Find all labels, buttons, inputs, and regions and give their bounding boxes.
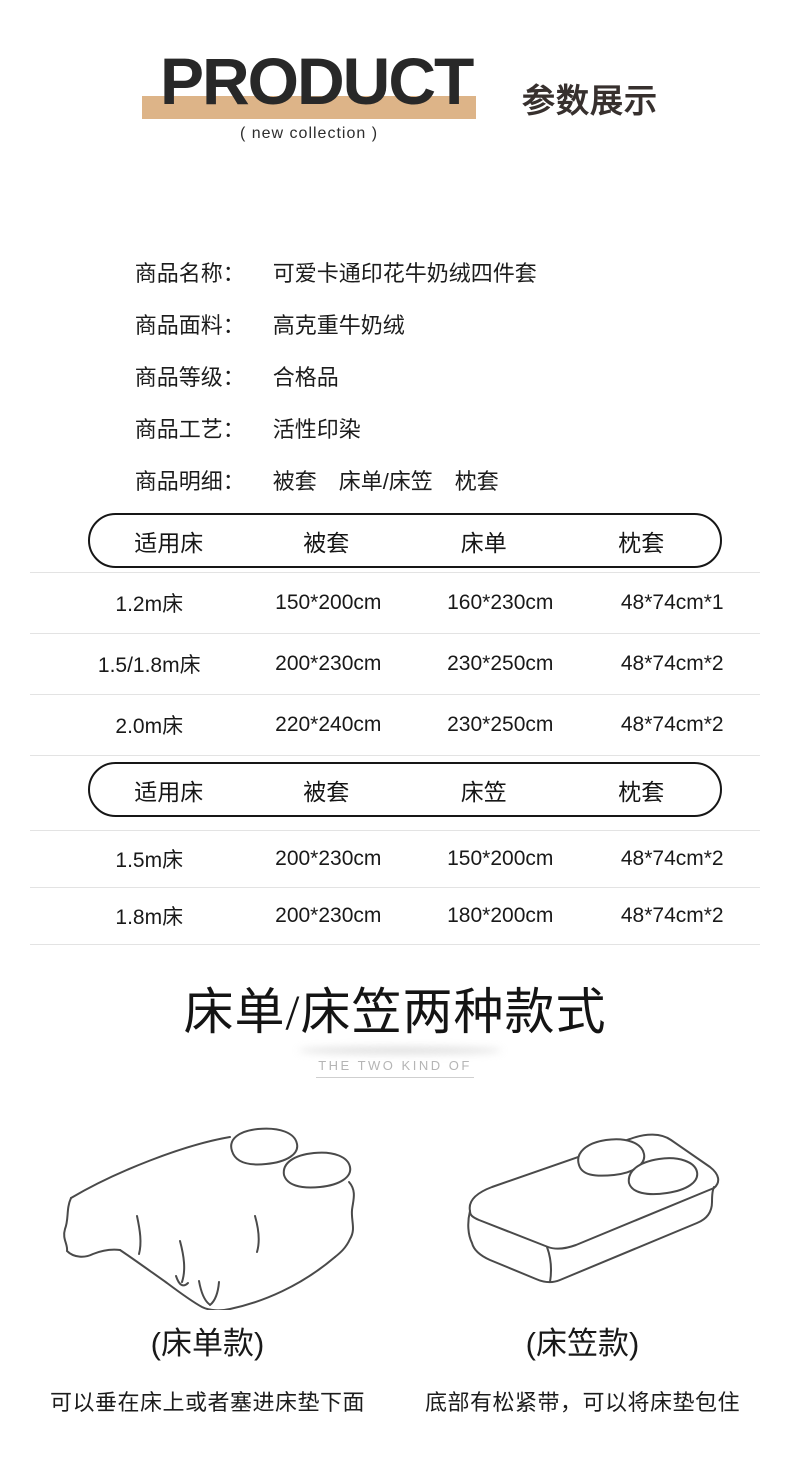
- header-cell: 被套: [303, 529, 350, 556]
- section-title: 床单/床笠两种款式: [183, 984, 607, 1040]
- table-row: 1.5m床 200*230cm 150*200cm 48*74cm*2: [30, 831, 760, 888]
- table-row: 1.5/1.8m床 200*230cm 230*250cm 48*74cm*2: [30, 634, 760, 695]
- table-cell: 160*230cm: [447, 591, 554, 614]
- table-cell: 150*200cm: [447, 847, 554, 870]
- header-cell: 床单: [460, 529, 507, 556]
- params-badge: 参数展示: [522, 82, 658, 119]
- table-row: 1.2m床 150*200cm 160*230cm 48*74cm*1: [30, 573, 760, 634]
- table-cell: 1.8m床: [115, 906, 184, 929]
- header-cell: 适用床: [134, 529, 204, 556]
- table-cell: 1.5/1.8m床: [97, 654, 201, 677]
- table-row: 2.0m床 220*240cm 230*250cm 48*74cm*2: [30, 695, 760, 756]
- table-cell: 150*200cm: [275, 591, 382, 614]
- table-cell: 200*230cm: [275, 904, 382, 927]
- spec-value: 被套 床单/床笠 枕套: [272, 469, 499, 494]
- spec-value: 可爱卡通印花牛奶绒四件套: [272, 261, 537, 286]
- spec-value: 高克重牛奶绒: [272, 313, 405, 338]
- size-table-1-body: 1.2m床 150*200cm 160*230cm 48*74cm*1 1.5/…: [30, 572, 760, 756]
- spec-row-grade: 商品等级： 合格品: [98, 300, 537, 390]
- style-caption: (床笠款): [525, 1326, 640, 1361]
- table-cell: 1.2m床: [115, 593, 184, 616]
- spec-label: 商品名称：: [134, 261, 245, 286]
- page-title: PRODUCT: [160, 44, 474, 118]
- header-subtitle: ( new collection ): [239, 125, 379, 142]
- table-cell: 2.0m床: [115, 715, 184, 738]
- spec-row-craft: 商品工艺： 活性印染: [98, 352, 537, 442]
- header-cell: 枕套: [618, 778, 665, 805]
- table-cell: 220*240cm: [275, 713, 382, 736]
- style-caption: (床单款): [150, 1326, 265, 1361]
- header-cell: 被套: [303, 778, 350, 805]
- size-table-2-header: 适用床 被套 床笠 枕套: [88, 762, 722, 817]
- size-table-1-header: 适用床 被套 床单 枕套: [88, 513, 722, 568]
- table-cell: 200*230cm: [275, 652, 382, 675]
- fitted-sheet-bed-illustration: [466, 1133, 719, 1284]
- style-description: 底部有松紧带，可以将床垫包住: [424, 1390, 740, 1415]
- spec-value: 合格品: [272, 365, 339, 390]
- table-cell: 230*250cm: [447, 713, 554, 736]
- spec-row-name: 商品名称： 可爱卡通印花牛奶绒四件套: [98, 196, 537, 286]
- bed-styles-row: (床单款) 可以垂在床上或者塞进床垫下面 (床笠款) 底部有松紧带，可以将床垫包…: [30, 1088, 760, 1417]
- style-description: 可以垂在床上或者塞进床垫下面: [49, 1390, 365, 1415]
- product-spec-list: 商品名称： 可爱卡通印花牛奶绒四件套 商品面料： 高克重牛奶绒 商品等级： 合格品 商…: [98, 196, 537, 546]
- table-cell: 48*74cm*2: [620, 904, 724, 927]
- spec-label: 商品工艺：: [134, 417, 245, 442]
- spec-row-detail: 商品明细： 被套 床单/床笠 枕套: [98, 404, 537, 494]
- table-cell: 230*250cm: [447, 652, 554, 675]
- size-table-2-body: 1.5m床 200*230cm 150*200cm 48*74cm*2 1.8m…: [30, 830, 760, 945]
- header-cell: 床笠: [460, 778, 507, 805]
- title-accent-bar: [142, 96, 476, 119]
- table-cell: 48*74cm*2: [620, 847, 724, 870]
- spec-value: 活性印染: [272, 417, 361, 442]
- header-cell: 适用床: [134, 778, 204, 805]
- section-subtitle: THE TWO KIND OF: [316, 1058, 474, 1078]
- table-cell: 48*74cm*2: [620, 713, 724, 736]
- spec-label: 商品明细：: [134, 469, 245, 494]
- header-cell: 枕套: [618, 529, 665, 556]
- flat-sheet-style-column: (床单款) 可以垂在床上或者塞进床垫下面: [30, 1088, 385, 1417]
- spec-label: 商品面料：: [134, 313, 245, 338]
- table-cell: 180*200cm: [447, 904, 554, 927]
- table-cell: 200*230cm: [275, 847, 382, 870]
- section-title-shadow: [298, 1047, 502, 1054]
- table-row: 1.8m床 200*230cm 180*200cm 48*74cm*2: [30, 888, 760, 945]
- spec-label: 商品等级：: [134, 365, 245, 390]
- table-cell: 48*74cm*1: [620, 591, 724, 614]
- section-subtitle-wrap: THE TWO KIND OF: [0, 1057, 790, 1078]
- table-cell: 48*74cm*2: [620, 652, 724, 675]
- table-cell: 1.5m床: [115, 849, 184, 872]
- spec-row-fabric: 商品面料： 高克重牛奶绒: [98, 248, 537, 338]
- flat-sheet-bed-illustration: [62, 1127, 355, 1310]
- fitted-sheet-style-column: (床笠款) 底部有松紧带，可以将床垫包住: [405, 1088, 760, 1417]
